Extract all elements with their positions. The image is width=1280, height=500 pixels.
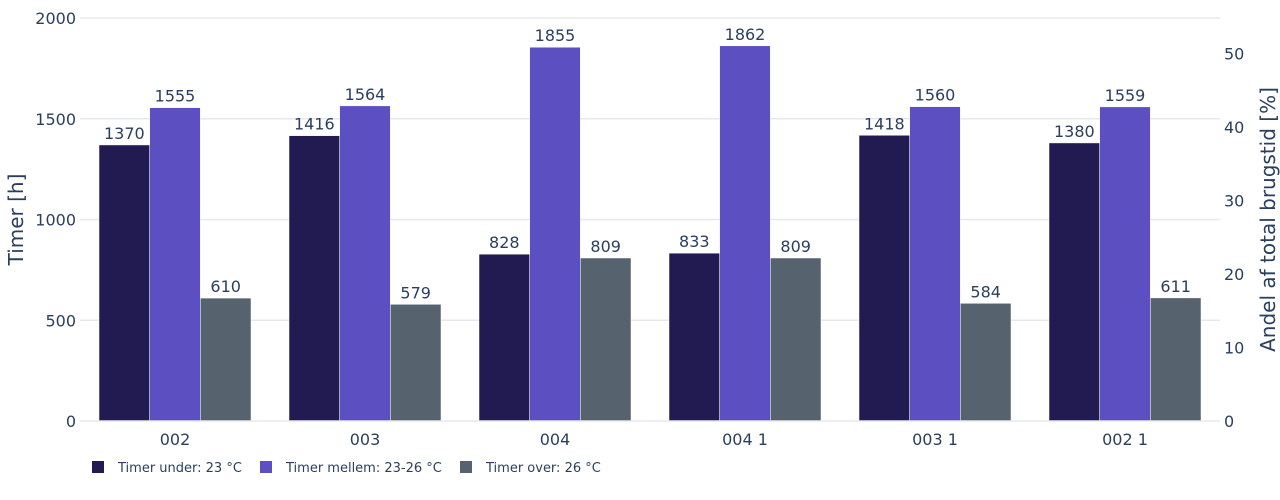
bar xyxy=(770,257,822,422)
bars xyxy=(98,45,1202,422)
bar xyxy=(909,106,961,422)
data-label: 1559 xyxy=(1105,86,1146,105)
bar xyxy=(98,144,150,422)
data-label: 833 xyxy=(679,232,710,251)
data-label: 1380 xyxy=(1054,122,1095,141)
x-tick-label: 004 xyxy=(540,430,571,449)
data-label: 579 xyxy=(400,283,431,302)
data-label: 1416 xyxy=(294,115,335,134)
legend-label: Timer mellem: 23-26 °C xyxy=(285,461,442,476)
bar xyxy=(719,45,771,422)
data-label: 1855 xyxy=(535,26,576,45)
data-labels: 1370 1555 610 1416 1564 579 828 1855 809 833 1862 8… xyxy=(104,25,1191,303)
x-tick-label: 002 1 xyxy=(1102,430,1148,449)
legend-swatch xyxy=(460,461,472,473)
x-tick-label: 004 1 xyxy=(722,430,768,449)
legend-label: Timer over: 26 °C xyxy=(485,461,601,476)
y2-tick-label: 40 xyxy=(1224,118,1244,137)
bar xyxy=(960,303,1012,422)
bar xyxy=(529,46,581,422)
axes: 0 500 1000 1500 2000 0 10 20 30 40 50 002 003 004 004 … xyxy=(35,9,1244,449)
y-tick-label: 1500 xyxy=(35,110,76,129)
data-label: 1862 xyxy=(725,25,766,44)
bar xyxy=(390,304,442,422)
bar xyxy=(478,253,530,422)
data-label: 1555 xyxy=(155,87,196,106)
y2-axis-title: Andel af total brugstid [%] xyxy=(1256,87,1280,352)
gridlines xyxy=(80,17,1220,321)
bar xyxy=(580,257,632,422)
y-tick-label: 2000 xyxy=(35,9,76,28)
bar xyxy=(668,252,720,422)
y2-tick-label: 20 xyxy=(1224,265,1244,284)
legend: Timer under: 23 °C Timer mellem: 23-26 °C… xyxy=(92,461,601,476)
x-tick-label: 003 xyxy=(350,430,381,449)
bar xyxy=(288,135,340,422)
data-label: 809 xyxy=(590,237,621,256)
data-label: 1418 xyxy=(864,114,905,133)
y2-tick-label: 50 xyxy=(1224,44,1244,63)
bar xyxy=(1099,106,1151,422)
y2-tick-label: 0 xyxy=(1224,412,1234,431)
legend-label: Timer under: 23 °C xyxy=(117,461,242,476)
x-tick-label: 002 xyxy=(160,430,191,449)
data-label: 610 xyxy=(210,277,241,296)
data-label: 584 xyxy=(970,282,1001,301)
bar xyxy=(200,297,252,422)
x-tick-label: 003 1 xyxy=(912,430,958,449)
y-tick-label: 0 xyxy=(66,412,76,431)
bar xyxy=(1150,297,1202,422)
data-label: 828 xyxy=(489,233,520,252)
y2-tick-label: 10 xyxy=(1224,338,1244,357)
y-tick-label: 1000 xyxy=(35,211,76,230)
bar xyxy=(339,105,391,422)
y2-tick-label: 30 xyxy=(1224,191,1244,210)
bar xyxy=(858,135,910,422)
legend-swatch xyxy=(260,461,272,473)
data-label: 1564 xyxy=(345,85,386,104)
data-label: 611 xyxy=(1160,277,1191,296)
data-label: 809 xyxy=(780,237,811,256)
bar xyxy=(1048,142,1100,422)
y-tick-label: 500 xyxy=(45,311,76,330)
data-label: 1370 xyxy=(104,124,145,143)
legend-swatch xyxy=(92,461,104,473)
y-axis-title: Timer [h] xyxy=(4,174,28,267)
bar xyxy=(149,107,201,422)
data-label: 1560 xyxy=(915,86,956,105)
